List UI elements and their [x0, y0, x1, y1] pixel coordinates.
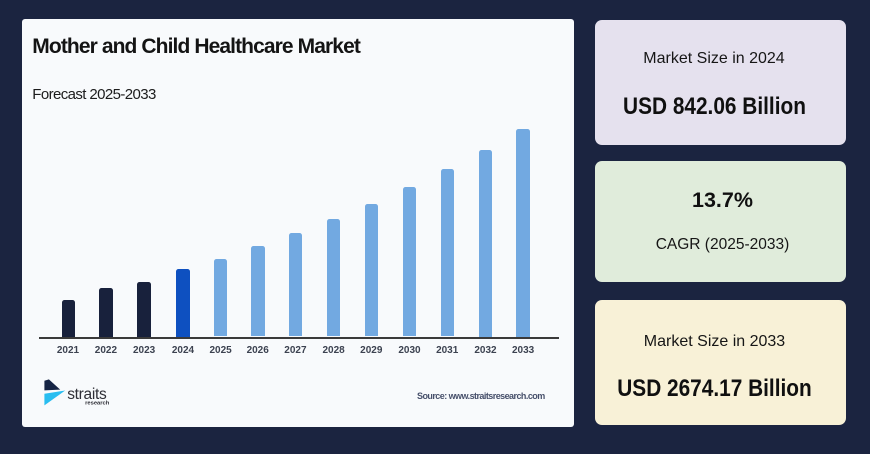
svg-text:straits: straits	[67, 386, 107, 403]
svg-text:research: research	[85, 400, 110, 406]
